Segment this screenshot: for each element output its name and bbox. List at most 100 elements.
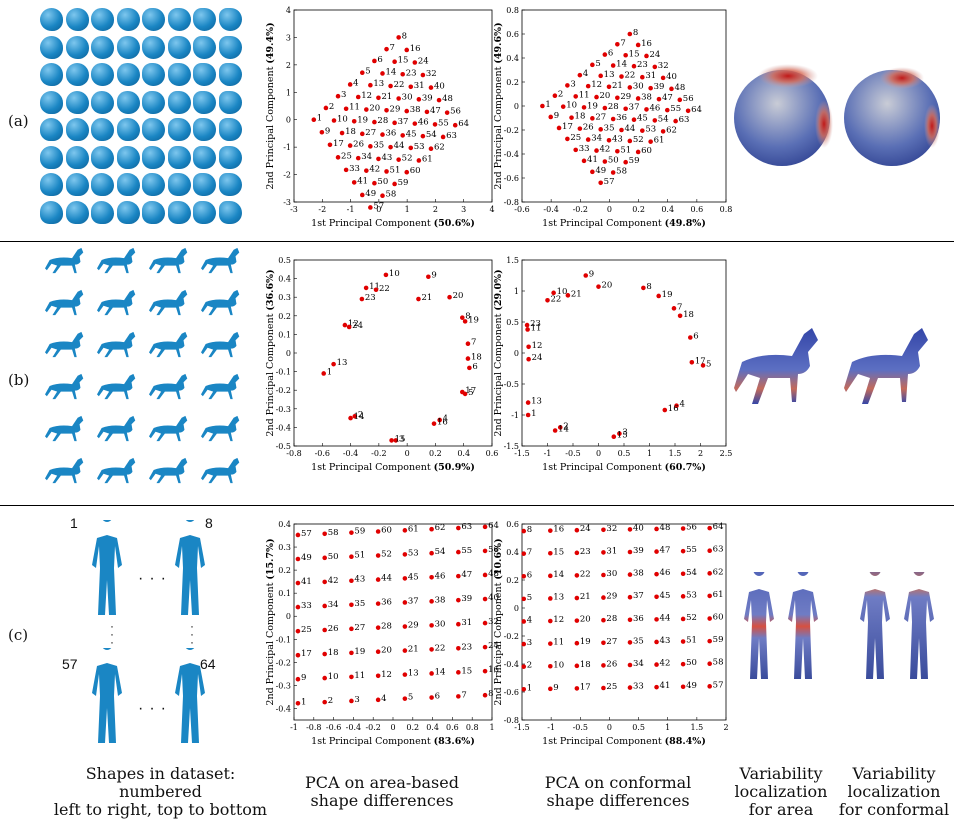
blob-shape	[116, 8, 140, 31]
data-point-label: 25	[606, 682, 617, 692]
blob-shape	[40, 118, 63, 141]
data-point-label: 17	[580, 682, 591, 692]
data-point-label: 48	[488, 569, 499, 579]
plot-frame	[293, 259, 493, 447]
data-point	[619, 74, 624, 79]
blob-shape	[116, 35, 140, 59]
data-point	[349, 626, 354, 632]
data-point	[521, 641, 527, 647]
human-number-8: 8	[205, 515, 213, 531]
data-point	[652, 118, 658, 123]
y-tick-label: 0.5	[506, 318, 519, 327]
data-point	[404, 47, 410, 53]
data-point	[590, 62, 595, 68]
x-axis-percent: (50.9%)	[434, 462, 475, 473]
data-point	[373, 287, 379, 293]
data-point-label: 40	[666, 72, 677, 82]
data-point	[673, 118, 678, 124]
data-point	[402, 672, 408, 677]
data-point	[627, 31, 633, 37]
x-tick-label: 0.5	[632, 723, 645, 732]
y-tick-label: -0.2	[276, 386, 291, 395]
data-point-label: 56	[683, 94, 694, 104]
data-point	[396, 157, 401, 162]
data-point-label: 20	[369, 104, 380, 114]
y-tick-label: 0.4	[506, 548, 519, 557]
data-point	[322, 651, 327, 657]
data-point	[674, 403, 679, 408]
data-point-label: 24	[418, 57, 429, 67]
data-point	[429, 526, 434, 532]
data-point-label: 47	[662, 93, 673, 103]
data-point-label: 58	[713, 658, 724, 668]
x-axis-label: 1st Principal Component (50.9%)	[311, 462, 475, 473]
data-point-label: 33	[633, 682, 644, 692]
data-point-label: 46	[418, 118, 429, 128]
data-point	[521, 619, 527, 624]
data-point-label: 55	[670, 104, 681, 114]
blob-shape	[91, 90, 114, 114]
sphere-area	[734, 64, 833, 166]
y-tick-label: 0.2	[506, 78, 519, 87]
data-point	[456, 645, 461, 651]
data-point	[669, 86, 674, 92]
data-point-label: 19	[354, 647, 365, 657]
y-axis-percent: (10.6%)	[493, 538, 504, 579]
data-point	[349, 698, 354, 704]
data-point	[707, 593, 712, 599]
horse-shape	[44, 330, 96, 372]
data-point-label: 28	[608, 102, 619, 112]
horse-shape	[200, 372, 252, 414]
data-point	[349, 674, 354, 680]
y-tick-label: 0.4	[278, 520, 291, 529]
data-point-label: 4	[381, 694, 386, 704]
y-tick-label: 0.2	[278, 312, 291, 321]
y-tick-label: -3	[283, 198, 291, 207]
data-point	[412, 60, 418, 65]
data-point	[295, 652, 301, 658]
y-tick-label: -0.4	[276, 423, 291, 432]
data-point-label: 9	[589, 270, 594, 280]
x-axis-percent: (83.6%)	[434, 736, 475, 747]
data-point	[331, 361, 336, 367]
y-tick-label: 0.2	[278, 566, 291, 575]
data-point	[596, 284, 601, 289]
y-tick-label: -2	[283, 171, 291, 180]
data-point	[402, 696, 408, 701]
blob-shape	[193, 173, 216, 196]
data-point	[581, 105, 587, 110]
data-point-label: 4	[680, 400, 685, 410]
data-point	[627, 640, 633, 645]
data-point	[677, 313, 683, 319]
data-point-label: 38	[633, 569, 644, 579]
horse-shape	[200, 246, 252, 288]
data-point	[375, 529, 381, 534]
data-point-label: 11	[349, 103, 360, 113]
y-tick-label: 0.2	[506, 576, 519, 585]
data-point	[372, 58, 377, 64]
x-tick-label: 2	[723, 723, 728, 732]
horse-shape	[148, 246, 200, 288]
data-point-label: 27	[606, 637, 617, 647]
x-tick-label: -1	[544, 449, 552, 458]
data-point	[444, 110, 450, 115]
data-point	[389, 438, 394, 443]
data-point-label: 54	[426, 130, 437, 140]
data-point-label: 44	[394, 141, 405, 151]
data-point-label: 22	[435, 643, 446, 653]
blob-shape	[65, 90, 89, 114]
data-point	[322, 579, 327, 585]
data-point-label: 19	[662, 290, 673, 300]
data-point-label: 57	[373, 201, 384, 211]
data-point	[431, 421, 437, 426]
caption-var-area-line3: for area	[748, 800, 814, 819]
data-point	[598, 180, 603, 186]
data-point-label: 11	[369, 282, 380, 292]
horse-shape	[148, 456, 200, 498]
data-point-label: 4	[443, 414, 448, 424]
data-point-label: 47	[430, 106, 441, 116]
blob-shape	[40, 173, 63, 196]
x-tick-label: -0.6	[326, 723, 341, 732]
data-point	[351, 180, 357, 185]
data-point-label: 15	[461, 666, 472, 676]
